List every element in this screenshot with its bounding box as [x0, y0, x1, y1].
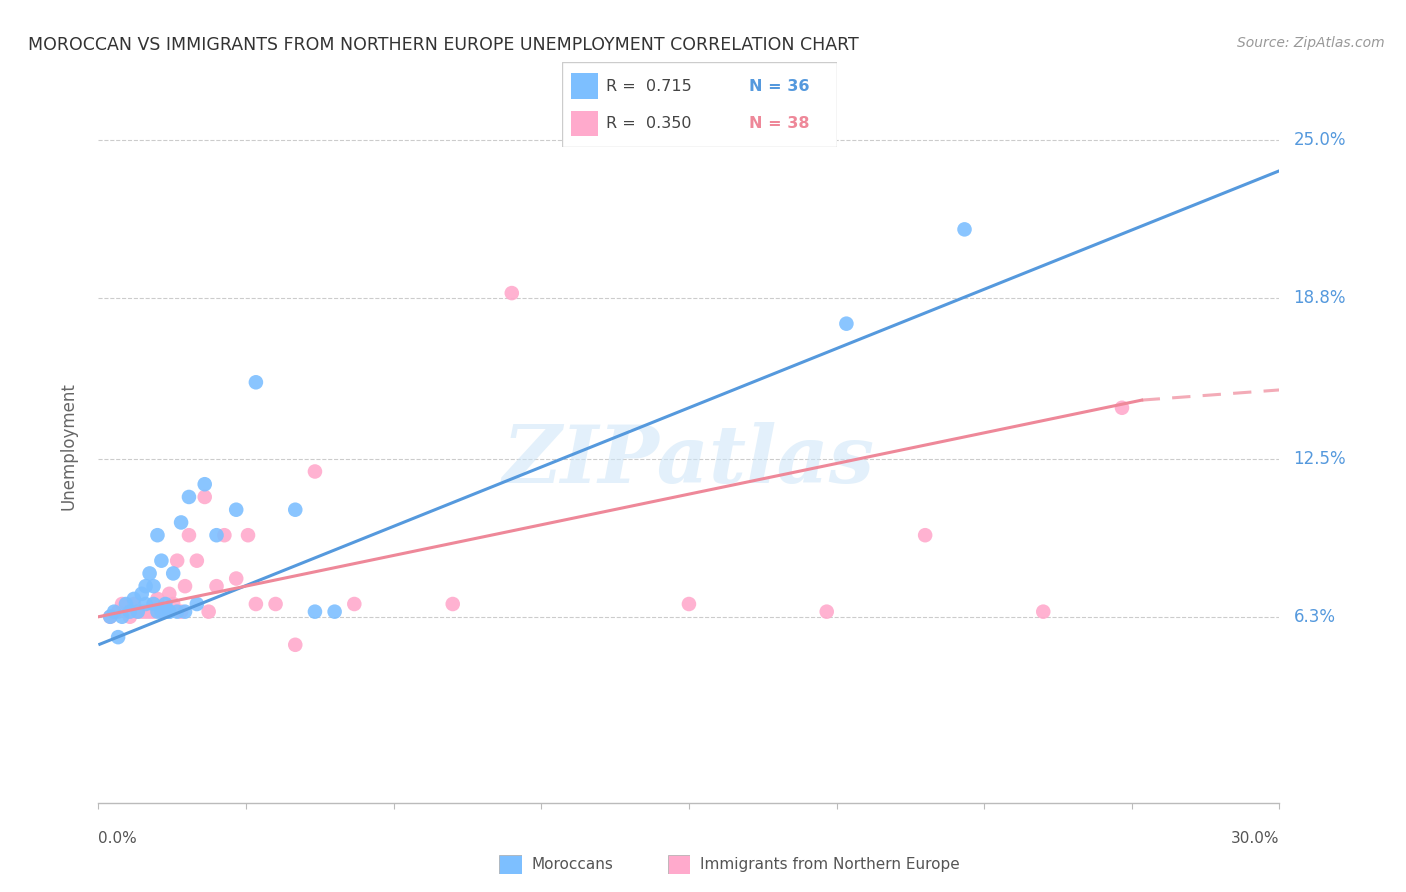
- Text: Source: ZipAtlas.com: Source: ZipAtlas.com: [1237, 36, 1385, 50]
- Point: [284, 638, 307, 652]
- Point: [138, 605, 160, 619]
- Point: [194, 477, 217, 491]
- Point: [122, 591, 145, 606]
- Point: [166, 554, 188, 568]
- Point: [166, 605, 188, 619]
- Text: 0.0%: 0.0%: [98, 831, 138, 846]
- Text: 18.8%: 18.8%: [1294, 289, 1346, 307]
- Point: [135, 605, 157, 619]
- Point: [186, 597, 208, 611]
- Point: [304, 465, 326, 479]
- Point: [127, 605, 149, 619]
- Point: [186, 554, 208, 568]
- Point: [914, 528, 936, 542]
- Point: [197, 605, 219, 619]
- Point: [115, 597, 138, 611]
- Point: [146, 591, 169, 606]
- Point: [501, 286, 523, 301]
- Point: [304, 605, 326, 619]
- Point: [815, 605, 838, 619]
- Point: [150, 605, 173, 619]
- Point: [1111, 401, 1133, 415]
- Point: [111, 609, 134, 624]
- Point: [157, 605, 180, 619]
- Point: [835, 317, 858, 331]
- Point: [323, 605, 346, 619]
- Point: [245, 597, 267, 611]
- Point: [170, 516, 193, 530]
- Point: [284, 502, 307, 516]
- Point: [170, 605, 193, 619]
- Point: [225, 502, 247, 516]
- Point: [150, 605, 173, 619]
- FancyBboxPatch shape: [562, 62, 837, 147]
- FancyBboxPatch shape: [668, 855, 690, 874]
- Point: [157, 605, 180, 619]
- Point: [205, 579, 228, 593]
- Point: [214, 528, 236, 542]
- FancyBboxPatch shape: [499, 855, 522, 874]
- Point: [142, 605, 165, 619]
- FancyBboxPatch shape: [571, 73, 598, 99]
- Text: MOROCCAN VS IMMIGRANTS FROM NORTHERN EUROPE UNEMPLOYMENT CORRELATION CHART: MOROCCAN VS IMMIGRANTS FROM NORTHERN EUR…: [28, 36, 859, 54]
- Point: [150, 554, 173, 568]
- Text: R =  0.715: R = 0.715: [606, 78, 692, 94]
- Point: [678, 597, 700, 611]
- Point: [122, 597, 145, 611]
- Point: [107, 605, 129, 619]
- Point: [177, 528, 200, 542]
- Point: [111, 597, 134, 611]
- Point: [146, 605, 169, 619]
- Point: [162, 566, 184, 581]
- Y-axis label: Unemployment: Unemployment: [59, 382, 77, 510]
- Text: R =  0.350: R = 0.350: [606, 116, 692, 131]
- Point: [107, 630, 129, 644]
- Point: [131, 587, 153, 601]
- Text: Moroccans: Moroccans: [531, 857, 613, 871]
- FancyBboxPatch shape: [571, 111, 598, 136]
- Point: [174, 579, 197, 593]
- Point: [441, 597, 464, 611]
- Point: [142, 597, 165, 611]
- Point: [245, 376, 267, 390]
- Point: [131, 605, 153, 619]
- Point: [225, 572, 247, 586]
- Point: [155, 597, 177, 611]
- Point: [127, 605, 149, 619]
- Text: 6.3%: 6.3%: [1294, 607, 1336, 626]
- Text: ZIPatlas: ZIPatlas: [503, 422, 875, 499]
- Text: N = 38: N = 38: [749, 116, 810, 131]
- Point: [162, 597, 184, 611]
- Text: 25.0%: 25.0%: [1294, 131, 1346, 149]
- Point: [118, 605, 141, 619]
- Point: [157, 587, 180, 601]
- Point: [135, 579, 157, 593]
- Point: [138, 566, 160, 581]
- Point: [142, 579, 165, 593]
- Point: [174, 605, 197, 619]
- Point: [98, 609, 121, 624]
- Text: 30.0%: 30.0%: [1232, 831, 1279, 846]
- Point: [103, 605, 125, 619]
- Point: [236, 528, 259, 542]
- Text: N = 36: N = 36: [749, 78, 810, 94]
- Point: [1032, 605, 1054, 619]
- Point: [135, 597, 157, 611]
- Text: Immigrants from Northern Europe: Immigrants from Northern Europe: [700, 857, 960, 871]
- Point: [194, 490, 217, 504]
- Point: [177, 490, 200, 504]
- Point: [98, 609, 121, 624]
- Point: [118, 609, 141, 624]
- Point: [146, 528, 169, 542]
- Point: [953, 222, 976, 236]
- Text: 12.5%: 12.5%: [1294, 450, 1346, 467]
- Point: [343, 597, 366, 611]
- Point: [205, 528, 228, 542]
- Point: [264, 597, 287, 611]
- Point: [155, 605, 177, 619]
